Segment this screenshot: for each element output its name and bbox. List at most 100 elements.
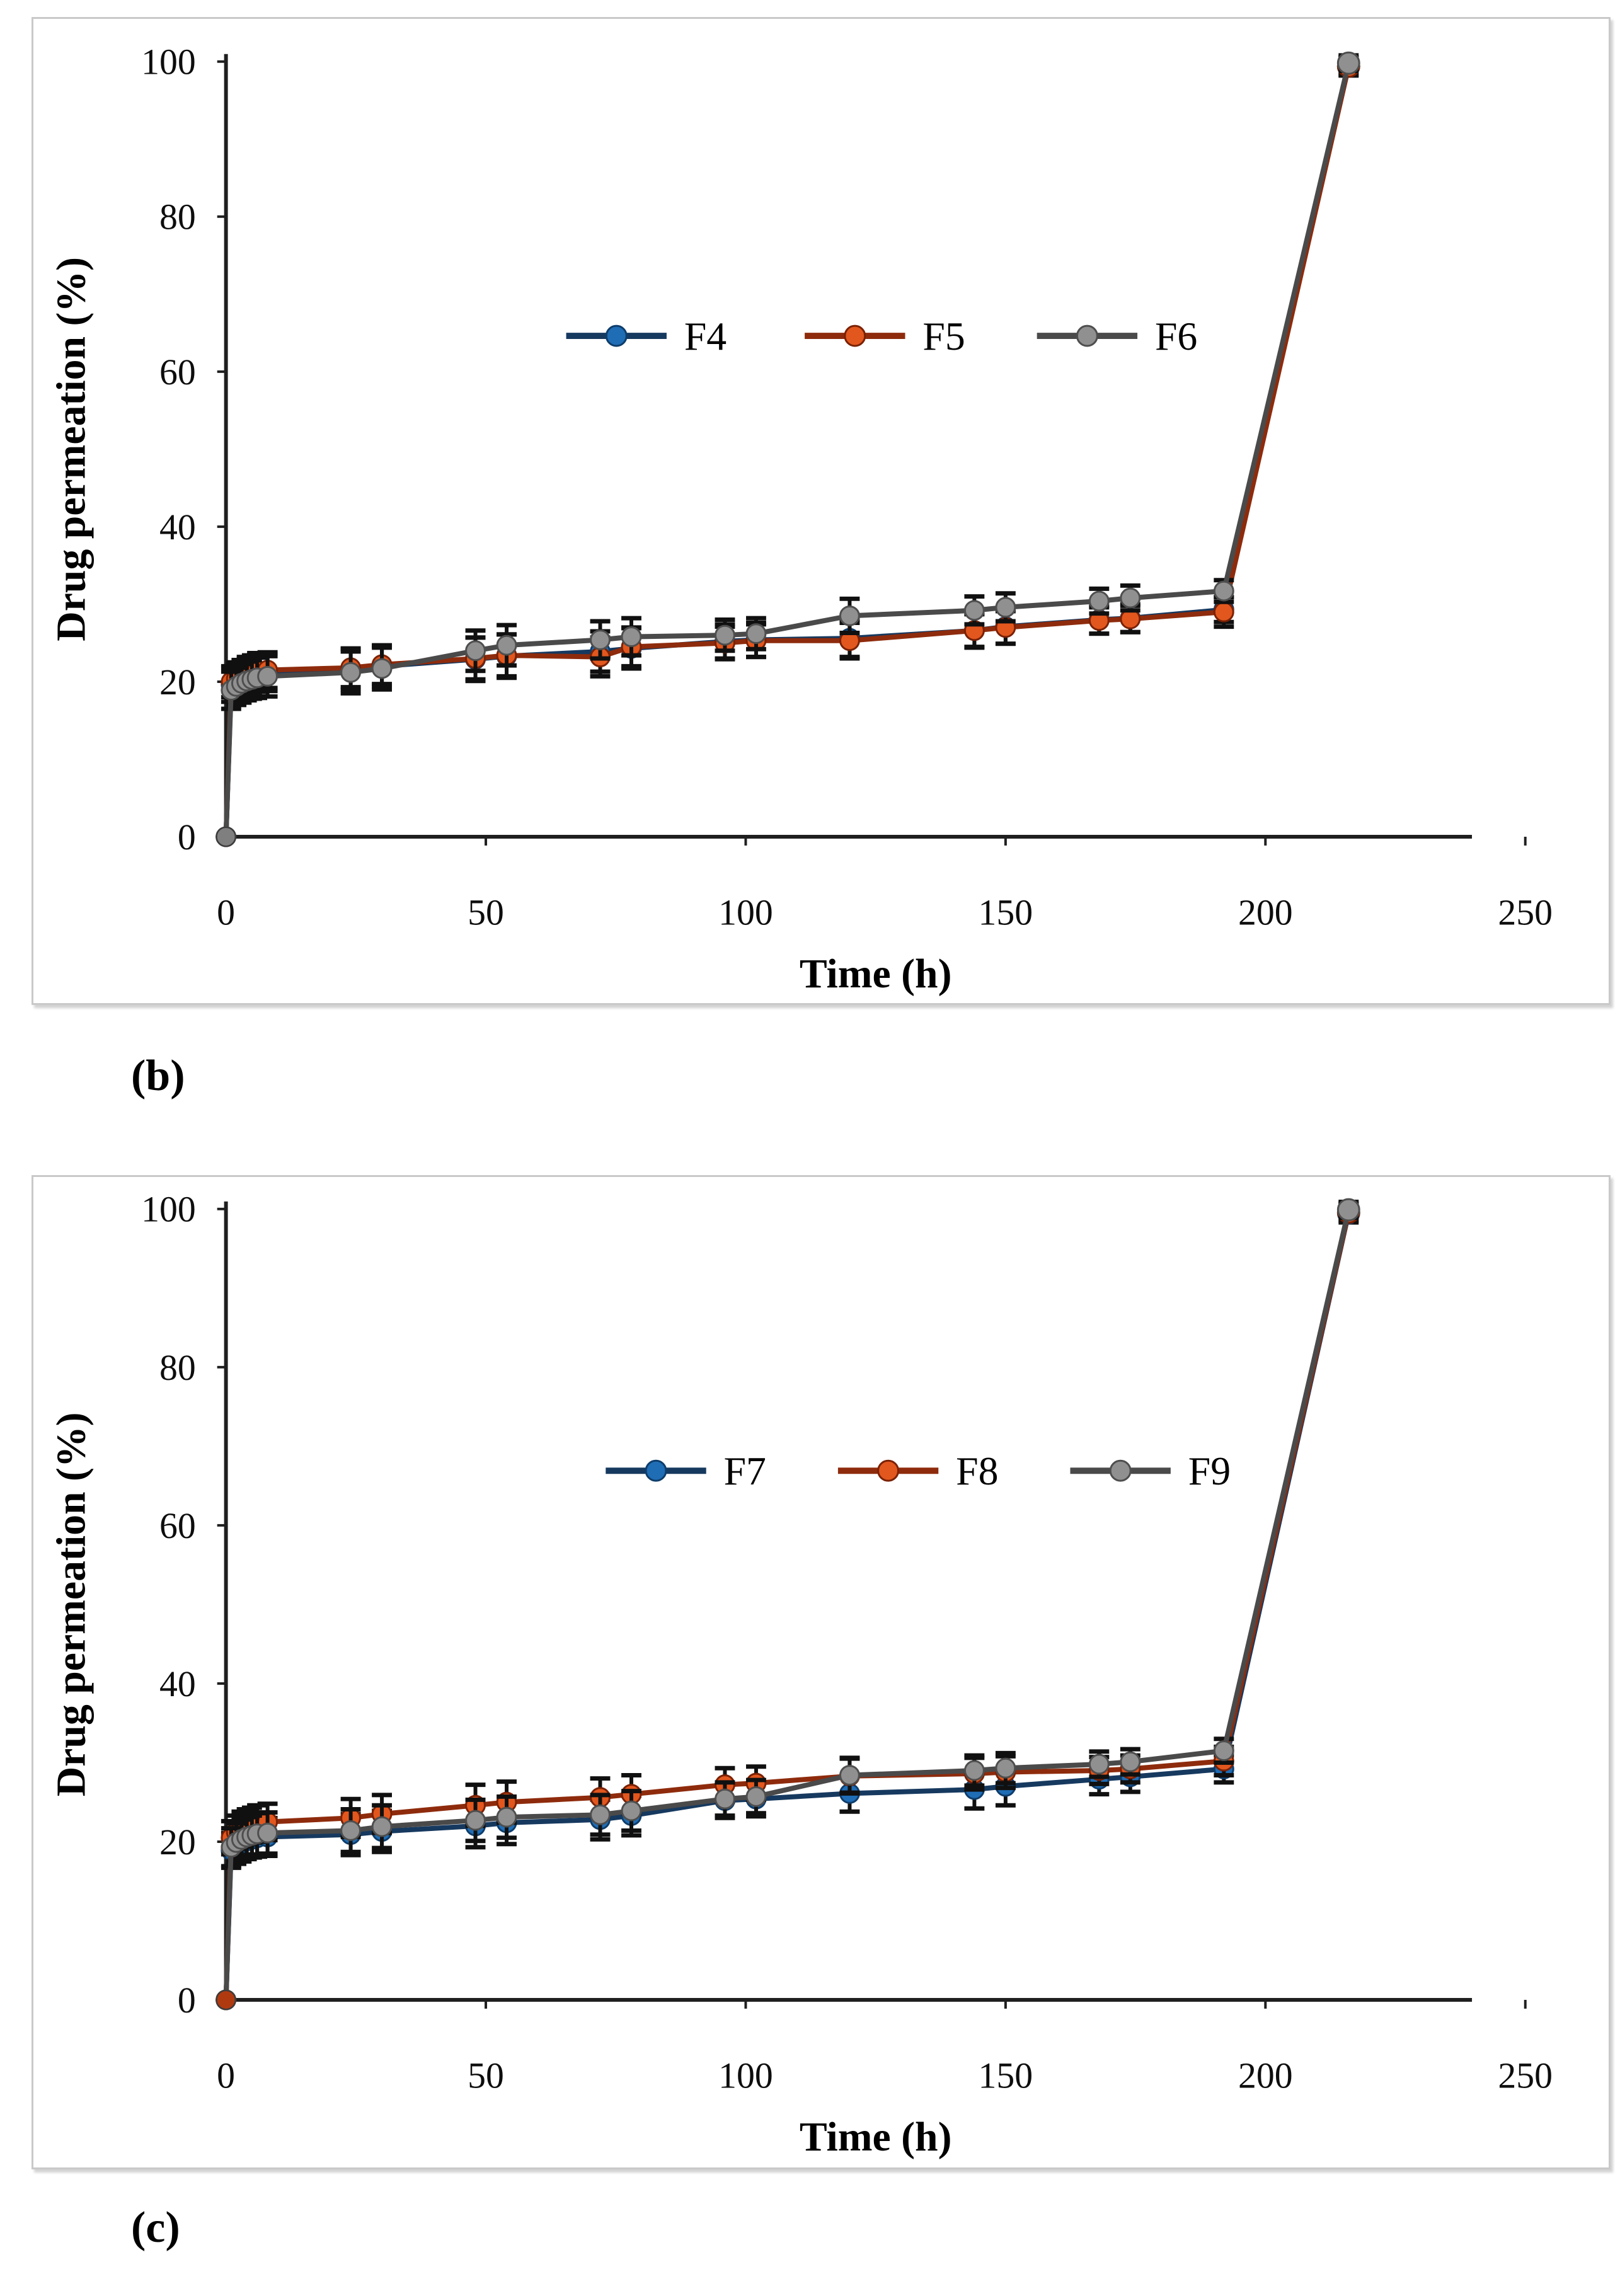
x-tick-label: 50 [468,2056,504,2096]
data-point-marker [715,1788,735,1810]
data-point-marker [745,623,767,645]
data-point-marker [465,1810,486,1831]
series-F6 [215,51,1360,847]
y-tick-label: 40 [159,1665,196,1704]
data-point-marker [496,1806,517,1828]
data-point-marker [371,658,393,679]
legend: F7 F8 F9 [606,1449,1231,1493]
y-tick-label: 60 [159,353,196,393]
drug-permeation-chart-c: 0 20 40 60 80 100 Drug permeation (%) 0 50 100 150… [48,1190,1553,2160]
x-axis-title: Time (h) [800,2114,952,2160]
data-point-marker [621,1800,642,1822]
legend-marker [605,324,628,347]
y-axis: 0 20 40 60 80 100 Drug permeation (%) [48,43,228,858]
series-line [223,1210,1352,2002]
data-point-marker [340,1820,362,1841]
legend-marker [1109,1459,1132,1482]
legend-item-F9: F9 [1070,1449,1231,1493]
series-F9 [215,1198,1360,2011]
panel-c-label: (c) [131,2203,180,2252]
legend: F4 F5 F6 [566,314,1197,359]
y-tick-label: 100 [141,1190,196,1230]
x-axis: 0 50 100 150 200 250 Time (h) [217,835,1553,997]
x-tick-label: 250 [1498,893,1553,933]
x-tick-label: 150 [979,893,1033,933]
x-tick-label: 150 [979,2056,1033,2096]
data-point-marker [963,600,985,621]
data-point-marker [995,1757,1016,1779]
data-point-marker [839,605,860,626]
data-point-marker [963,1760,985,1781]
data-point-marker [1120,1751,1141,1772]
x-tick-label: 200 [1238,2056,1293,2096]
data-point-marker [715,624,735,646]
y-tick-label: 20 [159,663,196,703]
y-tick-label: 0 [178,818,196,858]
legend-label: F7 [724,1449,766,1493]
panel-b-chart-frame: 0 20 40 60 80 100 Drug permeation (%) 0 50 100 150… [32,17,1611,1005]
y-tick-label: 20 [159,1823,196,1863]
data-point-marker [371,1816,393,1837]
data-point-marker [1088,1754,1110,1775]
data-point-marker [1213,580,1234,602]
x-tick-label: 50 [468,893,504,933]
legend-marker [844,324,866,347]
legend-marker [1076,324,1098,347]
data-point-marker [496,634,517,656]
legend-label: F9 [1188,1449,1231,1493]
y-tick-label: 80 [159,198,196,238]
data-point-marker [995,597,1016,618]
x-tick-label: 100 [718,2056,773,2096]
x-tick-label: 200 [1238,893,1293,933]
legend-item-F5: F5 [805,314,965,359]
series-F4 [215,54,1360,847]
series-F7 [215,1201,1360,2011]
data-point-marker [465,640,486,662]
y-tick-label: 100 [141,43,196,83]
legend-marker [877,1459,900,1482]
legend-marker [645,1459,667,1482]
legend-item-F6: F6 [1037,314,1197,359]
y-axis-title: Drug permeation (%) [48,257,94,641]
y-axis-title: Drug permeation (%) [48,1413,94,1797]
panel-c-chart-frame: 0 20 40 60 80 100 Drug permeation (%) 0 50 100 150… [32,1175,1611,2169]
data-point-marker [1213,601,1234,623]
data-point-marker [1088,590,1110,612]
data-point-marker [1336,51,1360,75]
data-point-marker [257,1822,279,1844]
x-tick-label: 0 [217,893,235,933]
y-axis: 0 20 40 60 80 100 Drug permeation (%) [48,1190,228,2021]
legend-label: F8 [956,1449,998,1493]
legend-label: F5 [922,314,965,359]
data-point-marker [1120,587,1141,609]
series-F8 [215,1200,1360,2011]
y-tick-label: 60 [159,1507,196,1546]
legend-label: F4 [684,314,727,359]
series-line [223,1207,1352,2002]
data-point-marker [340,662,362,683]
series-line [223,60,1352,839]
legend-item-F8: F8 [837,1449,999,1493]
origin-marker [215,1990,236,2010]
data-point-marker [590,1804,611,1825]
x-tick-label: 250 [1498,2056,1553,2096]
series-line [223,64,1352,839]
y-tick-label: 40 [159,508,196,548]
data-point-marker [257,665,279,687]
series-line [223,1209,1352,2002]
x-axis: 0 50 100 150 200 250 Time (h) [217,1998,1553,2160]
x-tick-label: 100 [718,893,773,933]
x-axis-title: Time (h) [800,951,952,997]
drug-permeation-chart-b: 0 20 40 60 80 100 Drug permeation (%) 0 50 100 150… [48,43,1553,997]
data-point-marker [745,1786,767,1807]
series-line [223,64,1352,839]
y-tick-label: 0 [178,1981,196,2021]
legend-item-F4: F4 [566,314,727,359]
origin-marker [215,827,236,847]
data-point-marker [590,629,611,650]
legend-label: F6 [1155,314,1197,359]
data-point-marker [621,626,642,648]
legend-item-F7: F7 [606,1449,766,1493]
panel-b-label: (b) [131,1052,185,1100]
data-point-marker [839,1765,860,1786]
